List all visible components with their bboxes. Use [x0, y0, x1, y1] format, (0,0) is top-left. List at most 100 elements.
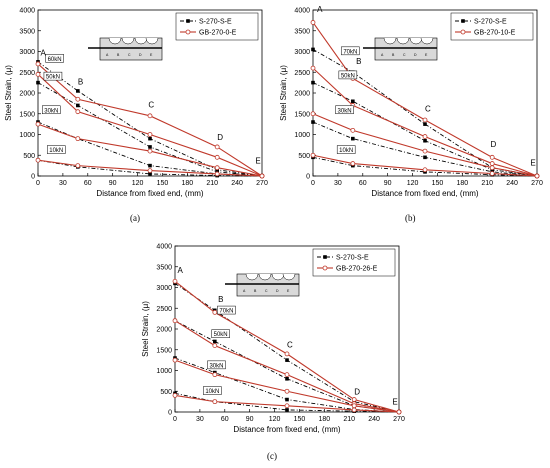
y-tick-label: 2000 [294, 91, 310, 98]
y-tick-label: 500 [23, 153, 35, 160]
svg-text:C: C [265, 289, 268, 293]
data-point [172, 318, 178, 324]
y-tick-label: 1500 [156, 347, 172, 354]
x-tick-label: 180 [318, 416, 330, 423]
y-tick-label: 3500 [156, 264, 172, 271]
load-label-box [42, 105, 61, 115]
y-tick-label: 2000 [19, 91, 35, 98]
legend-box [175, 12, 259, 41]
load-label-box [217, 305, 236, 315]
x-axis-label: Distance from fixed end, (mm) [233, 425, 340, 434]
chart-caption-c: (c) [267, 451, 277, 461]
data-point [284, 351, 290, 357]
y-tick-label: 500 [298, 153, 310, 160]
plot-area: 0 500 1000 1500 2000 2500 3000 3500 4000 0 30 60 90 1… [141, 244, 405, 435]
chart-panel-b: 0 500 1000 1500 2000 2500 3000 3500 4000 0 30 60 90 1… [279, 5, 543, 198]
load-label-box [45, 54, 64, 63]
y-axis-label: Steel Strain, (μ) [4, 65, 13, 121]
y-tick-label: 3500 [294, 28, 310, 35]
x-tick-label: 270 [393, 416, 405, 423]
data-point [147, 113, 153, 119]
data-point [422, 134, 428, 139]
svg-text:A: A [381, 53, 384, 57]
data-point [214, 144, 220, 150]
x-axis-label: Distance from fixed end, (mm) [371, 189, 478, 198]
data-point [75, 163, 81, 169]
data-point [148, 163, 152, 168]
data-point [396, 409, 402, 415]
data-point [284, 403, 290, 409]
data-point [489, 161, 495, 166]
chart-panel-a: 0 500 1000 1500 2000 2500 3000 3500 4000 0 30 60 90 1… [4, 8, 268, 199]
y-tick-label: 2500 [156, 306, 172, 313]
data-point [284, 388, 290, 394]
point-label: A [177, 266, 183, 275]
point-label: B [78, 78, 83, 87]
point-label: B [218, 295, 223, 304]
x-tick-label: 90 [246, 416, 254, 423]
data-point [36, 80, 40, 85]
point-label: E [530, 159, 535, 168]
svg-text:B: B [392, 53, 395, 57]
data-point [311, 47, 315, 52]
x-tick-label: 150 [157, 180, 169, 187]
data-point [351, 403, 357, 409]
point-label: E [392, 398, 397, 407]
data-point [311, 80, 315, 85]
legend-marker [185, 29, 191, 35]
data-point [147, 132, 153, 137]
load-label: 70kN [343, 49, 357, 55]
y-tick-label: 0 [306, 174, 310, 181]
x-tick-label: 180 [456, 180, 468, 187]
plot-area: 0 500 1000 1500 2000 2500 3000 3500 4000 0 30 60 90 1… [279, 5, 543, 198]
data-point [212, 310, 218, 315]
point-label: A [40, 49, 46, 58]
data-point [148, 136, 152, 141]
data-point [76, 89, 80, 93]
data-point [351, 397, 357, 402]
point-label: B [356, 57, 361, 66]
data-point [35, 71, 41, 77]
x-tick-label: 210 [481, 180, 493, 187]
load-label-box [338, 70, 358, 80]
y-tick-label: 1000 [294, 132, 310, 139]
data-point [285, 408, 289, 412]
x-tick-label: 240 [506, 180, 518, 187]
x-tick-label: 180 [181, 180, 193, 187]
data-point [423, 155, 427, 160]
svg-text:D: D [139, 53, 142, 57]
series-line [37, 63, 263, 177]
data-point [75, 96, 81, 102]
data-point [285, 377, 289, 381]
legend: S-270-S-E GB-270-0-E [175, 12, 259, 41]
legend-marker [323, 255, 327, 259]
x-tick-label: 120 [407, 180, 419, 187]
data-point [172, 392, 178, 398]
chart-caption-b: (b) [405, 213, 416, 223]
beam-schematic-icon: A B C D E [88, 37, 163, 61]
svg-text:D: D [414, 53, 417, 57]
point-label: C [425, 105, 431, 114]
data-point [285, 358, 289, 362]
data-point [489, 154, 495, 160]
load-label-box [203, 386, 222, 395]
series-line [37, 61, 263, 177]
legend-marker [461, 19, 465, 23]
data-point [172, 357, 178, 363]
y-tick-label: 3000 [19, 49, 35, 56]
x-tick-label: 210 [343, 416, 355, 423]
data-point [422, 117, 428, 123]
x-axis-label: Distance from fixed end, (mm) [96, 189, 203, 198]
svg-text:E: E [287, 289, 290, 293]
legend: S-270-S-E GB-270-10-E [450, 12, 534, 41]
load-label-box [335, 105, 354, 115]
legend-label: GB-270-0-E [199, 30, 237, 37]
load-label-box [211, 329, 230, 338]
point-label: A [317, 5, 323, 14]
svg-text:E: E [150, 53, 153, 57]
x-tick-label: 120 [132, 180, 144, 187]
x-tick-label: 60 [359, 180, 367, 187]
x-tick-label: 270 [531, 180, 543, 187]
legend-marker [322, 265, 328, 271]
load-label: 50kN [341, 73, 355, 79]
